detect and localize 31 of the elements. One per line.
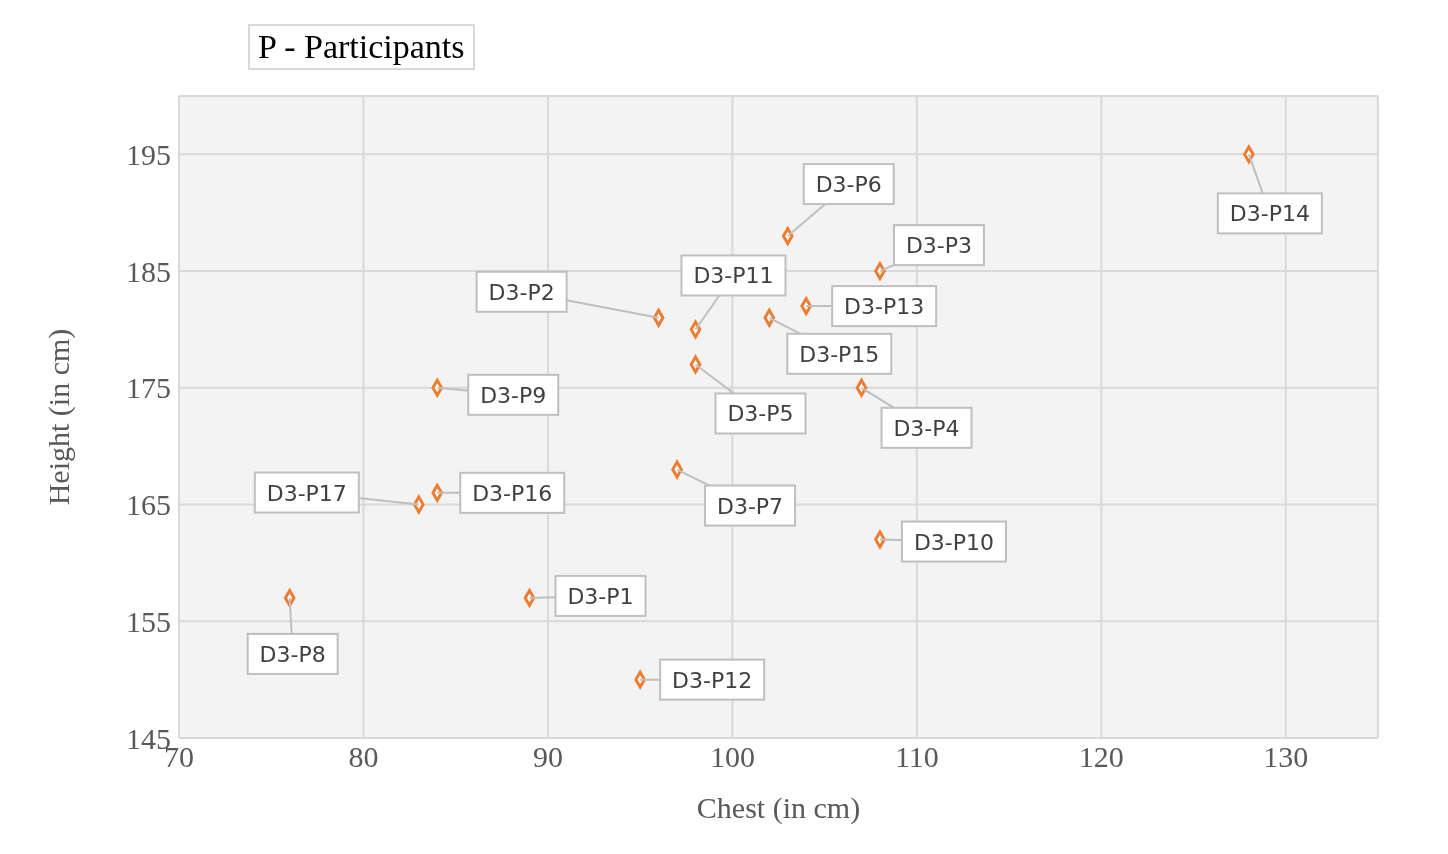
annotation: D3-P9 — [480, 382, 547, 408]
annotation: D3-P16 — [472, 480, 553, 506]
annotation: D3-P4 — [893, 415, 960, 441]
annotation: D3-P11 — [693, 263, 774, 289]
annotation: D3-P8 — [259, 641, 326, 667]
y-axis-title: Height (in cm) — [41, 328, 76, 506]
y-tick-label: 165 — [126, 488, 171, 522]
x-tick-label: 100 — [709, 740, 755, 774]
x-tick-label: 80 — [348, 740, 379, 774]
annotation: D3-P3 — [905, 233, 973, 259]
x-tick-label: 130 — [1263, 740, 1309, 774]
annotation: D3-P5 — [727, 401, 794, 427]
annotation: D3-P6 — [815, 172, 882, 198]
x-tick-label: 90 — [532, 740, 563, 774]
annotation: D3-P13 — [844, 294, 925, 320]
y-tick-label: 195 — [126, 138, 171, 172]
y-tick-label: 175 — [126, 371, 171, 405]
annotation: D3-P17 — [266, 480, 347, 506]
annotation: D3-P12 — [672, 667, 753, 693]
x-tick-label: 110 — [894, 740, 939, 774]
y-tick-label: 185 — [126, 254, 171, 288]
annotation: D3-P10 — [913, 529, 995, 555]
annotation: D3-P2 — [488, 279, 555, 305]
annotation: D3-P15 — [799, 341, 880, 367]
annotation: D3-P14 — [1229, 201, 1310, 227]
x-tick-label: 120 — [1078, 740, 1124, 774]
annotation: D3-P7 — [716, 493, 784, 519]
y-tick-label: 155 — [126, 604, 171, 638]
annotation: D3-P1 — [567, 583, 634, 609]
chart-title: P - Participants — [248, 24, 475, 70]
x-axis-title: Chest (in cm) — [696, 791, 861, 825]
